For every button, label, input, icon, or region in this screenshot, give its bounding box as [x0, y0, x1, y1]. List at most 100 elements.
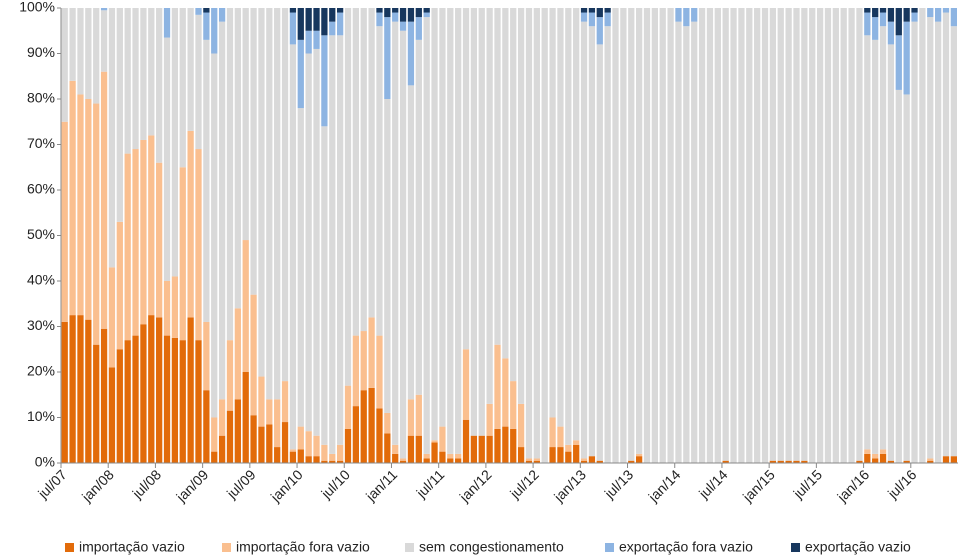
bar-segment: [344, 8, 352, 386]
bar-segment: [297, 39, 304, 109]
bar-segment: [148, 315, 155, 463]
bar-segment: [211, 451, 218, 463]
bar-segment: [864, 8, 871, 13]
bar-segment: [156, 317, 163, 463]
bar-segment: [124, 8, 131, 154]
bar-segment: [675, 21, 682, 464]
bar-segment: [439, 8, 446, 427]
bar-segment: [203, 390, 210, 463]
bar-segment: [533, 460, 540, 463]
bar-segment: [761, 8, 769, 463]
bar-segment: [612, 8, 619, 463]
bar-segment: [85, 8, 92, 99]
bar-segment: [187, 317, 194, 463]
bar-segment: [384, 99, 391, 413]
bar-segment: [376, 335, 383, 409]
bar-segment: [179, 340, 186, 463]
bar-segment: [588, 12, 596, 27]
bar-segment: [313, 30, 320, 49]
bar-segment: [903, 460, 910, 463]
x-tick-label: jul/13: [601, 466, 637, 502]
bar-segment: [399, 21, 407, 31]
legend-swatch: [605, 543, 614, 552]
bar-segment: [195, 14, 202, 150]
bar-segment: [525, 460, 533, 463]
bar-segment: [336, 444, 344, 461]
bar-segment: [305, 8, 312, 31]
bar-segment: [502, 358, 509, 427]
bar-segment: [801, 460, 808, 463]
x-tick-label: jan/15: [739, 466, 778, 505]
bar-segment: [305, 53, 312, 432]
bar-segment: [549, 417, 556, 448]
bar-segment: [927, 8, 934, 18]
bar-segment: [289, 12, 297, 45]
y-tick-label: 70%: [27, 135, 55, 151]
bar-segment: [329, 35, 336, 454]
bar-segment: [226, 8, 234, 341]
bar-segment: [832, 8, 839, 463]
bar-segment: [879, 8, 887, 13]
bar-segment: [596, 8, 603, 18]
bar-segment: [494, 428, 501, 463]
bar-segment: [399, 460, 407, 463]
bar-segment: [872, 453, 879, 459]
bar-segment: [415, 39, 422, 395]
bar-segment: [313, 48, 320, 436]
bar-segment: [840, 8, 847, 463]
bar-segment: [218, 399, 226, 436]
bar-segment: [738, 8, 745, 463]
bar-segment: [950, 456, 957, 463]
bar-segment: [407, 399, 415, 436]
bar-segment: [218, 435, 226, 463]
bar-segment: [580, 8, 588, 13]
bar-segment: [887, 21, 895, 45]
bar-segment: [132, 335, 139, 463]
bar-segment: [258, 8, 265, 377]
bar-segment: [864, 12, 871, 36]
x-tick-label: jul/08: [128, 466, 164, 502]
bar-segment: [234, 308, 241, 400]
bar-segment: [407, 21, 415, 86]
bar-segment: [289, 451, 297, 463]
legend-label: importação vazio: [79, 539, 185, 555]
bar-segment: [211, 8, 218, 54]
bar-segment: [124, 340, 131, 463]
x-tick-label: jul/12: [506, 466, 542, 502]
bar-segment: [911, 21, 918, 464]
bar-segment: [903, 8, 910, 22]
bar-segment: [305, 30, 312, 54]
bar-segment: [384, 17, 391, 100]
bar-segment: [502, 426, 509, 463]
bar-segment: [872, 39, 879, 454]
bar-segment: [754, 8, 761, 463]
bar-segment: [321, 460, 328, 463]
bar-segment: [651, 8, 658, 463]
bar-segment: [163, 8, 171, 38]
bar-segment: [321, 35, 328, 127]
bar-segment: [942, 8, 950, 13]
bar-segment: [517, 8, 525, 404]
bar-segment: [336, 12, 344, 36]
bar-segment: [588, 8, 596, 13]
bar-segment: [573, 8, 580, 441]
bar-segment: [77, 94, 84, 316]
bar-segment: [77, 315, 84, 463]
bar-segment: [234, 8, 241, 309]
bar-segment: [392, 12, 399, 22]
legend-swatch: [65, 543, 74, 552]
bar-segment: [793, 8, 800, 461]
bar-segment: [376, 8, 383, 13]
bar-segment: [297, 426, 304, 450]
bar-segment: [187, 8, 194, 131]
x-tick-label: jul/15: [789, 466, 825, 502]
bar-segment: [801, 8, 808, 461]
bar-segment: [195, 340, 202, 463]
bar-segment: [549, 8, 556, 418]
bar-segment: [809, 8, 816, 463]
bar-segment: [281, 422, 289, 463]
x-tick-label: jul/14: [695, 466, 731, 502]
bar-segment: [431, 8, 438, 441]
bar-segment: [573, 444, 580, 463]
bar-segment: [510, 381, 517, 429]
